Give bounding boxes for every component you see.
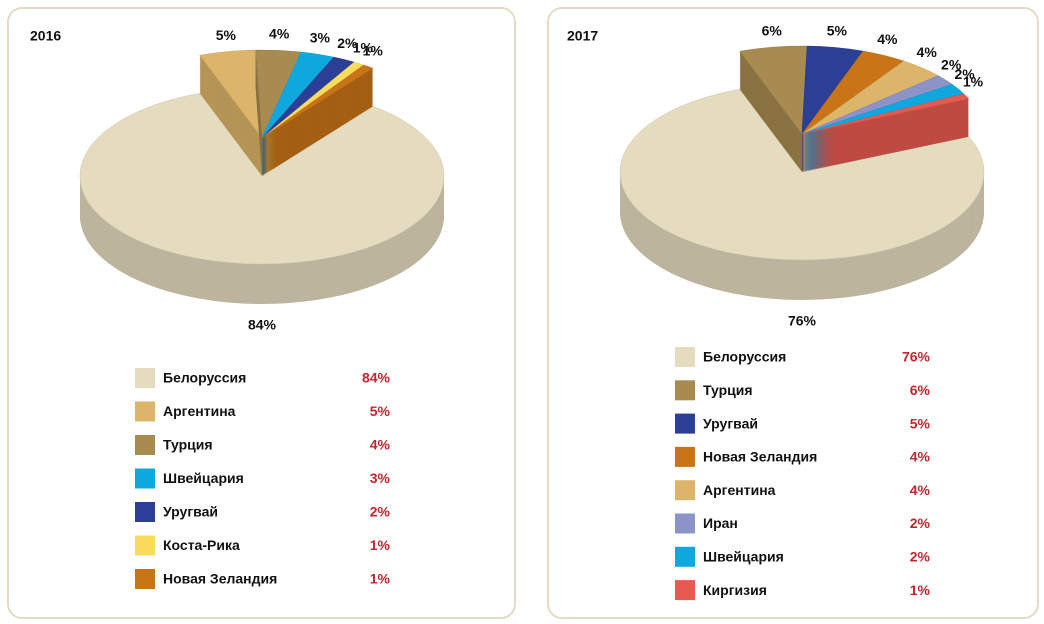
data-label: 5% — [216, 27, 237, 43]
legend-label: Турция — [703, 382, 753, 398]
legend-label: Иран — [703, 515, 738, 531]
slice-group — [801, 93, 970, 172]
legend-label: Белоруссия — [163, 370, 246, 386]
data-label: 1% — [353, 39, 374, 55]
slice — [79, 93, 445, 265]
legend-label: Новая Зеландия — [163, 571, 277, 587]
legend-label: Аргентина — [163, 403, 236, 419]
slice-group — [79, 93, 445, 304]
legend-value: 84% — [362, 370, 391, 386]
legend-label: Киргизия — [703, 582, 767, 598]
legend-value: 2% — [910, 549, 931, 565]
chart-title: 2017 — [567, 28, 598, 44]
legend-swatch — [135, 435, 155, 455]
legend-swatch — [135, 368, 155, 388]
legend-value: 4% — [910, 449, 931, 465]
legend-label: Швейцария — [163, 470, 244, 486]
legend-label: Турция — [163, 437, 213, 453]
legend-label: Уругвай — [163, 504, 218, 520]
legend-label: Аргентина — [703, 482, 776, 498]
legend-value: 4% — [910, 482, 931, 498]
slice — [261, 64, 374, 139]
legend-swatch — [135, 401, 155, 422]
slice-group — [199, 49, 263, 176]
legend-value: 6% — [910, 382, 931, 398]
legend-swatch — [675, 380, 695, 401]
slice — [619, 89, 985, 261]
data-label: 2% — [954, 66, 975, 82]
data-label: 1% — [963, 73, 984, 89]
data-label: 4% — [917, 44, 938, 60]
legend-value: 3% — [370, 470, 391, 486]
chart-title: 2016 — [30, 28, 61, 44]
legend-label: Швейцария — [703, 549, 784, 565]
legend-value: 2% — [910, 515, 931, 531]
data-label: 3% — [310, 30, 331, 46]
legend-swatch — [675, 413, 695, 434]
legend-swatch — [135, 502, 155, 522]
legend-label: Коста-Рика — [163, 537, 240, 553]
legend-swatch — [675, 580, 695, 601]
legend-swatch — [135, 569, 155, 589]
slice-group — [261, 64, 374, 176]
legend-value: 5% — [370, 403, 391, 419]
data-label: 5% — [827, 23, 848, 39]
data-label: 4% — [269, 26, 290, 42]
legend-swatch — [675, 480, 695, 501]
legend-value: 1% — [370, 537, 391, 553]
legend-label: Уругвай — [703, 415, 758, 431]
data-label: 2% — [337, 35, 358, 51]
data-label: 4% — [877, 31, 898, 47]
data-label: 84% — [248, 317, 277, 333]
legend-value: 4% — [370, 437, 391, 453]
legend-value: 1% — [910, 582, 931, 598]
legend-value: 76% — [902, 349, 931, 365]
data-label: 2% — [941, 56, 962, 72]
legend-swatch — [135, 468, 155, 489]
legend-label: Новая Зеландия — [703, 449, 817, 465]
legend-swatch — [675, 546, 695, 567]
legend-swatch — [675, 347, 695, 367]
slice-group — [619, 89, 985, 300]
data-label: 1% — [363, 42, 384, 58]
legend-value: 1% — [370, 571, 391, 587]
data-label: 6% — [762, 22, 783, 38]
legend-label: Белоруссия — [703, 349, 786, 365]
data-label: 76% — [788, 313, 817, 329]
slice — [801, 93, 970, 135]
legend-swatch — [675, 446, 695, 467]
legend-swatch — [135, 535, 155, 556]
legend-value: 5% — [910, 415, 931, 431]
legend-value: 2% — [370, 504, 391, 520]
legend-swatch — [675, 513, 695, 534]
